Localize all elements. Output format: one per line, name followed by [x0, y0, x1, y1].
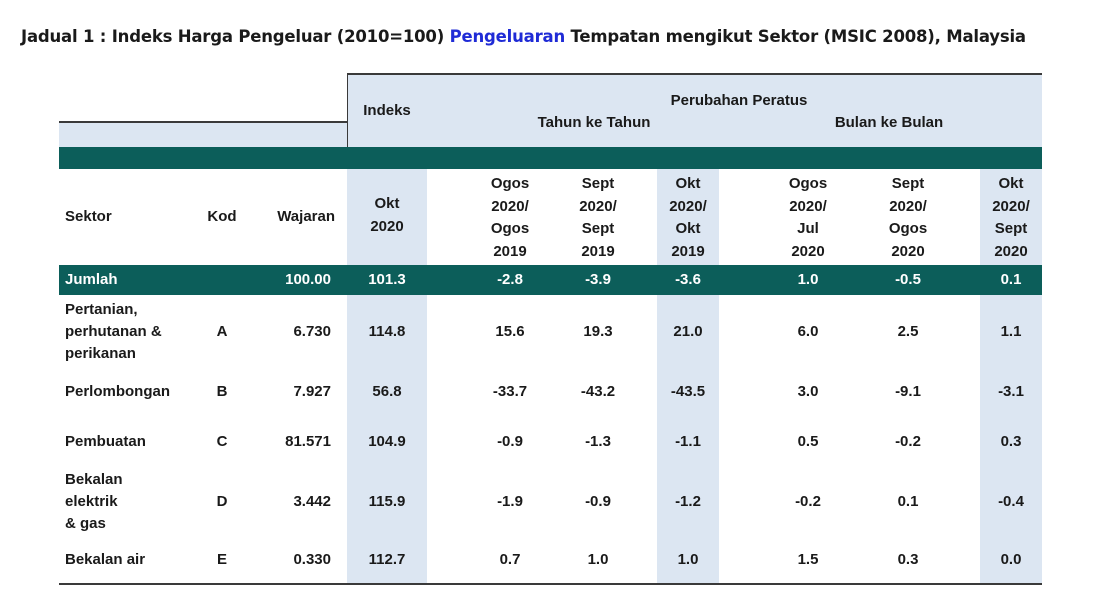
row-b-kod: B [216, 383, 228, 400]
row-a-yoy-1: 15.6 [495, 323, 525, 340]
row-d-yoy-2: -0.9 [585, 493, 611, 510]
row-d-yoy-3: -1.2 [675, 493, 701, 510]
row-a-mom-2: 2.5 [897, 323, 919, 340]
col-yoy-okt: Okt 2020/Okt 2019 [669, 175, 707, 260]
okt-mom-column-shade [980, 169, 1042, 585]
row-e-yoy-1: 0.7 [499, 551, 521, 568]
col-kod: Kod [207, 208, 237, 225]
row-b-indeks: 56.8 [372, 383, 402, 400]
row-b-wajaran: 7.927 [293, 383, 331, 400]
rule-subhead [59, 121, 347, 123]
rule-top [347, 73, 1042, 75]
total-yoy-3: -3.6 [675, 271, 701, 288]
header-subband [59, 122, 347, 147]
row-b-yoy-1: -33.7 [492, 383, 528, 400]
row-a-wajaran: 6.730 [293, 323, 331, 340]
row-d-yoy-1: -1.9 [497, 493, 523, 510]
row-c-indeks: 104.9 [368, 433, 406, 450]
row-c-yoy-1: -0.9 [497, 433, 523, 450]
total-mom-1: 1.0 [797, 271, 819, 288]
price-index-table: Indeks Perubahan Peratus Tahun ke Tahun … [59, 73, 1042, 585]
header-bulan: Bulan ke Bulan [834, 114, 944, 131]
row-e-kod: E [216, 551, 227, 568]
row-c-wajaran: 81.571 [285, 433, 331, 450]
teal-divider-band [59, 147, 1042, 169]
header-tahun: Tahun ke Tahun [537, 114, 651, 131]
row-b-mom-2: -9.1 [895, 383, 921, 400]
row-c-yoy-2: -1.3 [585, 433, 611, 450]
col-mom-ogos: Ogos 2020/Jul 2020 [788, 175, 828, 260]
row-e-yoy-2: 1.0 [587, 551, 609, 568]
row-c-sektor: Pembuatan [65, 433, 146, 450]
row-b-yoy-2: -43.2 [580, 383, 616, 400]
header-band [347, 73, 1042, 147]
row-e-sektor: Bekalan air [65, 551, 146, 568]
col-mom-sept: Sept 2020/Ogos 2020 [888, 175, 928, 260]
row-c-yoy-3: -1.1 [675, 433, 701, 450]
total-yoy-1: -2.8 [497, 271, 523, 288]
total-mom-3: 0.1 [1000, 271, 1022, 288]
row-d-mom-3: -0.4 [998, 493, 1024, 510]
row-b-sektor: Perlombongan [65, 383, 171, 400]
row-a-kod: A [216, 323, 228, 340]
row-b-mom-1: 3.0 [797, 383, 819, 400]
row-a-mom-1: 6.0 [797, 323, 819, 340]
col-okt2020: Okt 2020 [370, 195, 404, 235]
col-wajaran: Wajaran [277, 208, 335, 225]
table-title: Jadual 1 : Indeks Harga Pengeluar (2010=… [21, 27, 1026, 46]
header-indeks: Indeks [363, 102, 411, 119]
row-b-yoy-3: -43.5 [670, 383, 706, 400]
row-e-mom-3: 0.0 [1000, 551, 1022, 568]
row-a-yoy-2: 19.3 [583, 323, 613, 340]
col-yoy-ogos: Ogos 2020/Ogos 2019 [490, 175, 530, 260]
row-a-sektor: Pertanian, perhutanan & perikanan [65, 301, 162, 362]
indeks-column-shade [347, 169, 427, 585]
row-d-sektor: Bekalan elektrik & gas [65, 471, 123, 532]
row-c-mom-1: 0.5 [797, 433, 819, 450]
total-sektor: Jumlah [65, 271, 118, 288]
col-sektor: Sektor [65, 208, 112, 225]
row-c-kod: C [216, 433, 228, 450]
row-e-indeks: 112.7 [368, 551, 406, 568]
row-d-mom-2: 0.1 [897, 493, 919, 510]
title-highlight: Pengeluaran [449, 27, 566, 46]
total-wajaran: 100.00 [285, 271, 331, 288]
col-mom-okt: Okt 2020/Sept 2020 [992, 175, 1030, 260]
row-b-mom-3: -3.1 [998, 383, 1024, 400]
row-a-mom-3: 1.1 [1000, 323, 1022, 340]
row-a-yoy-3: 21.0 [673, 323, 703, 340]
row-d-kod: D [216, 493, 228, 510]
row-a-indeks: 114.8 [368, 323, 406, 340]
total-yoy-2: -3.9 [585, 271, 611, 288]
row-d-mom-1: -0.2 [795, 493, 821, 510]
row-c-mom-3: 0.3 [1000, 433, 1022, 450]
rule-left-indeks [347, 73, 348, 147]
total-mom-2: -0.5 [895, 271, 921, 288]
row-d-indeks: 115.9 [368, 493, 406, 510]
row-e-mom-1: 1.5 [797, 551, 819, 568]
total-row-band [59, 265, 1042, 295]
row-d-wajaran: 3.442 [293, 493, 331, 510]
total-indeks: 101.3 [368, 271, 406, 288]
row-e-yoy-3: 1.0 [677, 551, 699, 568]
row-c-mom-2: -0.2 [895, 433, 921, 450]
rule-bottom [59, 583, 1042, 585]
okt-yoy-column-shade [657, 169, 719, 585]
row-e-mom-2: 0.3 [897, 551, 919, 568]
row-e-wajaran: 0.330 [293, 551, 331, 568]
header-perubahan: Perubahan Peratus [670, 92, 808, 109]
col-yoy-sept: Sept 2020/Sept 2019 [579, 175, 617, 260]
